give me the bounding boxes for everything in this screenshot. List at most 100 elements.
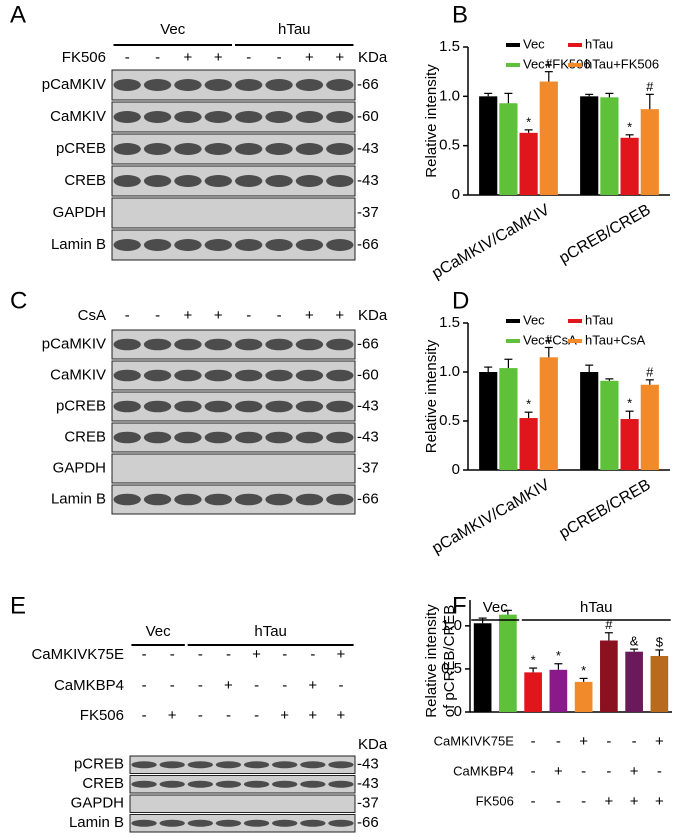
blot-band <box>215 819 242 827</box>
sign: - <box>556 793 561 810</box>
sign: + <box>335 49 344 66</box>
sign: - <box>142 646 147 663</box>
sign: - <box>155 49 160 66</box>
blot-band <box>326 369 354 382</box>
blot-band <box>295 239 324 251</box>
annotation: # <box>545 332 553 347</box>
x-tick-label: pCREB/CREB <box>557 476 654 542</box>
sign: - <box>277 49 282 66</box>
row-label: pCaMKIV <box>42 76 106 93</box>
annotation: * <box>627 396 632 411</box>
sign: + <box>214 307 223 324</box>
blot-band <box>265 431 293 444</box>
blot-band <box>265 369 293 382</box>
blot-band <box>143 431 172 444</box>
blot-band <box>265 111 293 123</box>
blot-band <box>326 175 354 187</box>
x-tick-label: pCaMKIV/CaMKIV <box>429 476 553 557</box>
blot-band <box>326 79 354 91</box>
row-label: Lamin B <box>69 814 124 831</box>
blot-band <box>143 143 172 155</box>
blot-band <box>235 493 263 506</box>
kda-label: -43 <box>357 397 379 414</box>
sign: - <box>125 49 130 66</box>
sign: - <box>226 646 231 663</box>
blot-band <box>215 780 242 788</box>
blot-band <box>204 175 232 187</box>
blot-band <box>174 143 202 155</box>
blot-band <box>143 369 172 382</box>
blot-band <box>174 369 202 382</box>
panel-label: E <box>10 592 26 619</box>
bar <box>600 640 618 712</box>
legend-label: Vec+FK506 <box>523 56 591 71</box>
blot-band <box>143 239 172 251</box>
bar <box>499 614 517 712</box>
panel-label: A <box>10 1 26 28</box>
sign: + <box>655 793 664 810</box>
blot-band <box>113 111 141 123</box>
row-label: Lamin B <box>51 490 106 507</box>
blot-band <box>328 761 354 769</box>
kda-label: -37 <box>357 204 379 221</box>
blot-band <box>187 761 213 769</box>
bar <box>650 656 669 712</box>
y-tick-label: 0.5 <box>439 137 460 154</box>
sign: - <box>254 677 259 694</box>
kda-label: -60 <box>357 366 379 383</box>
y-tick-label: 0 <box>452 186 460 203</box>
blot-band <box>300 761 326 769</box>
kda-label: -66 <box>357 490 379 507</box>
kda-label: -43 <box>357 140 379 157</box>
legend-swatch <box>568 339 582 343</box>
y-axis-label: Relative intensity <box>423 64 440 178</box>
annotation: # <box>646 79 654 94</box>
bar <box>539 357 558 470</box>
blot-band <box>265 175 293 187</box>
blot-row <box>111 453 356 484</box>
blot-band <box>131 761 157 769</box>
blot-band <box>143 400 172 413</box>
blot-band <box>272 819 298 827</box>
annotation: & <box>630 634 639 649</box>
blot-band <box>295 111 324 123</box>
blot-band <box>326 143 354 155</box>
sign: + <box>554 763 563 780</box>
group-label: Vec <box>160 21 186 38</box>
y-tick-label: 1.0 <box>439 87 460 104</box>
sign: - <box>531 793 536 810</box>
blot-band <box>265 493 293 506</box>
annotation: * <box>556 648 561 663</box>
sign: - <box>581 763 586 780</box>
legend-label: Vec+CsA <box>523 332 577 347</box>
bar <box>640 109 659 195</box>
legend-swatch <box>506 43 520 47</box>
annotation: * <box>531 652 536 667</box>
blot-band <box>326 431 354 444</box>
sign: - <box>155 307 160 324</box>
group-label: Vec <box>146 623 172 640</box>
kda-label: -37 <box>357 459 379 476</box>
blot-band <box>174 431 202 444</box>
legend-swatch <box>568 63 582 67</box>
blot-band <box>204 369 232 382</box>
y-axis-label: Relative intensity <box>423 604 440 718</box>
blot-band <box>272 761 298 769</box>
treatment-label: CaMKIVK75E <box>434 733 515 748</box>
row-label: CREB <box>64 428 106 445</box>
treatment-label: FK506 <box>476 793 514 808</box>
blot-band <box>204 431 232 444</box>
legend-swatch <box>568 43 582 47</box>
kda-label: -43 <box>357 775 379 792</box>
blot-band <box>235 175 263 187</box>
blot-band <box>143 111 172 123</box>
blot-band <box>174 175 202 187</box>
blot-band <box>235 239 263 251</box>
panel-label: D <box>452 287 469 314</box>
sign: - <box>632 733 637 750</box>
blot-band <box>215 761 242 769</box>
bar <box>479 96 498 195</box>
x-tick-label: pCaMKIV/CaMKIV <box>429 201 553 282</box>
bar <box>600 380 619 470</box>
annotation: # <box>646 364 654 379</box>
